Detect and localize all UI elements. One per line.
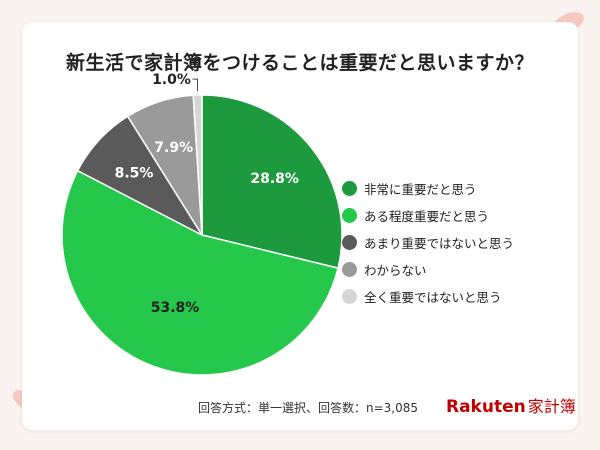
pie-chart: 28.8% 53.8% 8.5%7.9% 1.0% xyxy=(61,72,343,376)
legend-label: 非常に重要だと思う xyxy=(364,182,477,197)
legend-item: あまり重要ではないと思う xyxy=(342,229,514,256)
legend-swatch xyxy=(342,235,357,250)
pie-slice xyxy=(201,94,343,270)
legend: 非常に重要だと思う ある程度重要だと思うあまり重要ではないと思う わからない全く重要… xyxy=(342,175,514,310)
legend-swatch xyxy=(342,289,357,304)
legend-swatch xyxy=(342,208,357,223)
pie-slice-label: 8.5% xyxy=(115,165,154,181)
legend-label: あまり重要ではないと思う xyxy=(364,236,515,251)
pie-slice-label: 7.9% xyxy=(154,140,193,156)
pie-leader-line xyxy=(192,78,198,92)
chart-title: 新生活で家計簿をつけることは重要だと思いますか？ xyxy=(65,52,534,74)
legend-item: わからない xyxy=(342,256,514,283)
pie-slice xyxy=(192,94,203,236)
legend-swatch xyxy=(342,181,357,196)
pie-slice-label: 28.8% xyxy=(250,171,299,187)
brand-logo: Rakuten 家計簿 xyxy=(446,393,576,417)
legend-label: ある程度重要だと思う xyxy=(364,209,490,224)
legend-item: 全く重要ではないと思う xyxy=(342,283,514,310)
legend-item: 非常に重要だと思う xyxy=(342,175,514,202)
brand-name: Rakuten xyxy=(446,397,526,417)
chart-card: 新生活で家計簿をつけることは重要だと思いますか？ 28.8% 53.8% 8.5% 7… xyxy=(22,22,578,430)
pie-slice-label: 53.8% xyxy=(151,300,200,316)
pie-slice xyxy=(61,169,339,376)
pie-slice-label: 1.0% xyxy=(152,72,191,88)
legend-item: ある程度重要だと思う xyxy=(342,202,514,229)
legend-swatch xyxy=(342,262,357,277)
survey-note: 回答方式：単一選択、回答数：n=3,085 xyxy=(198,401,419,415)
legend-label: わからない xyxy=(364,263,427,278)
legend-label: 全く重要ではないと思う xyxy=(364,290,502,305)
brand-sub: 家計簿 xyxy=(527,397,576,416)
